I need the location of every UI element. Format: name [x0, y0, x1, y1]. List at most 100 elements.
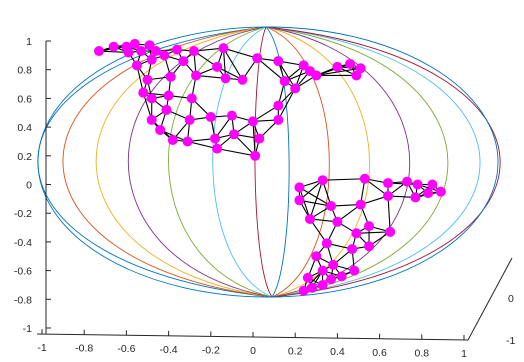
- data-point: [317, 265, 328, 276]
- data-point: [347, 244, 358, 255]
- data-point: [129, 38, 140, 49]
- data-point: [93, 46, 104, 57]
- x-tick-label: 0.6: [372, 347, 387, 359]
- data-point: [311, 70, 322, 81]
- edge-line: [316, 63, 351, 76]
- data-point: [205, 112, 216, 123]
- data-point: [165, 71, 176, 82]
- data-point: [364, 221, 375, 232]
- edge-line: [316, 67, 361, 76]
- data-point: [163, 90, 174, 101]
- data-point: [136, 46, 147, 57]
- edge-line: [222, 47, 243, 81]
- y-tick-label: -0.6: [14, 266, 32, 278]
- meridian-line: [265, 26, 501, 298]
- data-point: [336, 271, 347, 282]
- data-point: [351, 70, 362, 81]
- edge-line: [322, 178, 365, 181]
- data-point: [212, 143, 223, 154]
- data-point: [345, 58, 356, 69]
- y-tick-label: 0.6: [17, 93, 32, 105]
- x-tick-label: -0.6: [117, 343, 135, 355]
- data-point: [304, 213, 315, 224]
- data-points: [93, 38, 446, 296]
- z-ticks: -1 0: [506, 293, 515, 347]
- data-point: [383, 190, 394, 201]
- data-point: [326, 274, 337, 285]
- edge-line: [299, 186, 332, 207]
- y-tick-label: 1: [26, 36, 32, 48]
- data-point: [161, 104, 172, 115]
- data-point: [273, 114, 284, 125]
- data-point: [328, 259, 339, 270]
- x-ticks: -1 -0.8 -0.6 -0.4 -0.2 0 0.2 0.4 0.6 0.8 1: [37, 329, 467, 360]
- edge-line: [233, 133, 256, 157]
- y-tick-label: 0: [26, 180, 32, 192]
- edge-line: [387, 195, 391, 232]
- y-tick-label: -1: [23, 323, 32, 335]
- meridian-line: [265, 26, 330, 298]
- meridian-line: [254, 26, 273, 298]
- edge-line: [223, 47, 258, 59]
- data-point: [273, 100, 284, 111]
- data-point: [435, 186, 446, 197]
- data-point: [138, 87, 149, 98]
- data-point: [250, 150, 261, 161]
- data-point: [298, 60, 309, 71]
- data-point: [172, 44, 183, 55]
- data-point: [307, 282, 318, 293]
- data-point: [150, 46, 161, 57]
- data-point: [302, 272, 313, 283]
- z-tick-label: -1: [506, 335, 515, 347]
- data-point: [167, 135, 178, 146]
- data-point: [385, 226, 396, 237]
- data-point: [383, 178, 394, 189]
- y-tick-label: -0.2: [14, 208, 32, 220]
- data-point: [311, 251, 322, 262]
- data-point: [188, 46, 199, 57]
- data-point: [184, 114, 195, 125]
- data-point: [364, 241, 375, 252]
- data-point: [229, 129, 240, 140]
- data-point: [210, 133, 221, 144]
- data-point: [349, 265, 360, 276]
- data-point: [252, 53, 263, 64]
- edge-line: [356, 231, 391, 234]
- data-point: [146, 114, 157, 125]
- edge-line: [187, 140, 218, 150]
- data-point: [159, 50, 170, 61]
- y-tick-label: 0.2: [17, 151, 32, 163]
- data-point: [332, 61, 343, 72]
- data-point: [351, 228, 362, 239]
- data-point: [182, 136, 193, 147]
- x-tick-label: -1: [37, 342, 46, 354]
- data-point: [178, 56, 189, 67]
- edge-line: [309, 180, 324, 220]
- edge-line: [299, 199, 332, 207]
- y-tick-label: 0.4: [17, 122, 32, 134]
- data-point: [254, 133, 265, 144]
- data-point: [355, 199, 366, 210]
- data-point: [294, 182, 305, 193]
- data-point: [321, 238, 332, 249]
- x-tick-label: -0.2: [202, 344, 220, 356]
- data-point: [290, 83, 301, 94]
- data-point: [248, 116, 258, 127]
- y-ticks: -1 -0.8 -0.6 -0.4 -0.2 0 0.2 0.4 0.6 0.8 1: [14, 36, 51, 335]
- y-tick-label: -0.8: [14, 294, 32, 306]
- edge-line: [277, 88, 296, 121]
- data-point: [220, 73, 231, 84]
- data-point: [317, 175, 328, 186]
- data-point: [317, 279, 328, 290]
- edge-line: [299, 179, 323, 201]
- data-point: [402, 176, 413, 187]
- data-point: [326, 201, 337, 212]
- x-tick-label: 0.8: [414, 347, 429, 359]
- data-point: [144, 40, 155, 51]
- data-point: [146, 54, 157, 65]
- data-point: [155, 124, 166, 135]
- data-point: [218, 43, 229, 54]
- data-point: [186, 93, 197, 104]
- z-axis-line: [467, 257, 513, 341]
- data-point: [191, 70, 202, 81]
